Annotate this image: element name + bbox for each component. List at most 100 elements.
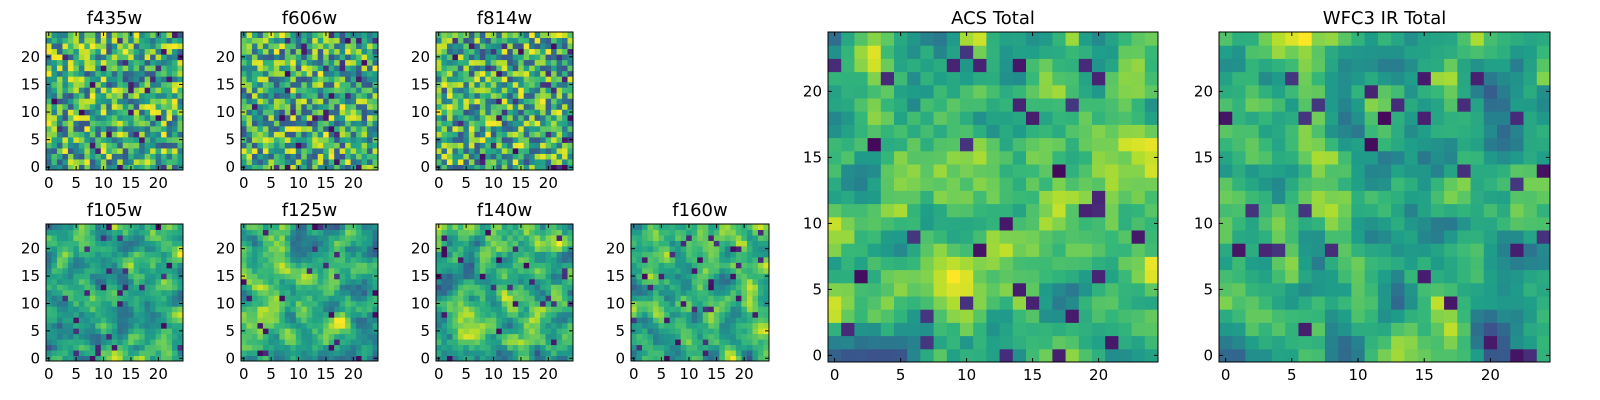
heatmap-cell: [317, 65, 324, 72]
heatmap-cell: [540, 142, 547, 149]
heatmap-cell: [268, 114, 275, 121]
heatmap-cell: [490, 229, 497, 236]
heatmap-cell: [284, 355, 291, 362]
heatmap-cell: [479, 311, 486, 318]
heatmap-cell: [1039, 164, 1053, 178]
heatmap-cell: [122, 256, 129, 263]
heatmap-cell: [867, 309, 882, 323]
heatmap-cell: [334, 65, 341, 72]
heatmap-cell: [312, 350, 319, 357]
heatmap-cell: [62, 300, 69, 307]
heatmap-cell: [658, 229, 665, 236]
heatmap-cell: [262, 251, 269, 258]
heatmap-cell: [117, 43, 124, 50]
heatmap-cell: [474, 256, 481, 263]
heatmap-cell: [529, 164, 536, 171]
heatmap-cell: [89, 333, 96, 340]
heatmap-cell: [1078, 203, 1093, 218]
heatmap-cell: [95, 142, 102, 149]
heatmap-cell: [273, 136, 280, 143]
heatmap-cell: [562, 322, 569, 329]
heatmap-cell: [345, 131, 352, 138]
heatmap-cell: [452, 278, 459, 285]
x-tick-label: 20: [344, 174, 363, 192]
heatmap-cell: [501, 251, 508, 258]
heatmap-cell: [551, 65, 558, 72]
heatmap-cell: [436, 267, 442, 274]
heatmap-cell: [534, 273, 541, 280]
x-tick-label: 15: [511, 365, 530, 383]
heatmap-cell: [1065, 216, 1080, 231]
heatmap-cell: [328, 306, 335, 313]
heatmap-cell: [284, 32, 291, 39]
heatmap-cell: [345, 125, 352, 132]
heatmap-cell: [350, 322, 357, 329]
heatmap-cell: [128, 289, 135, 296]
heatmap-cell: [702, 306, 709, 313]
heatmap-cell: [1078, 164, 1093, 178]
heatmap-cell: [100, 92, 107, 99]
heatmap-cell: [474, 245, 481, 252]
heatmap-cell: [496, 103, 503, 110]
heatmap-cell: [664, 344, 671, 351]
heatmap-cell: [636, 311, 643, 318]
heatmap-cell: [724, 273, 731, 280]
heatmap-cell: [463, 70, 470, 77]
heatmap-cell: [713, 251, 720, 258]
heatmap-cell: [133, 37, 140, 44]
heatmap-cell: [529, 224, 536, 230]
heatmap-cell: [529, 131, 536, 138]
heatmap-cell: [339, 322, 346, 329]
heatmap-cell: [328, 350, 335, 357]
heatmap-cell: [1092, 322, 1106, 337]
heatmap-cell: [763, 306, 770, 313]
heatmap-cell: [284, 350, 291, 357]
heatmap-cell: [468, 114, 475, 121]
y-tick-label: 15: [21, 75, 40, 93]
heatmap-cell: [89, 344, 96, 351]
heatmap-cell: [317, 136, 324, 143]
heatmap-cell: [523, 65, 530, 72]
heatmap-cell: [73, 142, 80, 149]
heatmap-cell: [150, 284, 157, 291]
heatmap-cell: [279, 251, 286, 258]
heatmap-cell: [46, 158, 52, 165]
heatmap-cell: [658, 262, 665, 269]
heatmap-cell: [741, 256, 748, 263]
heatmap-cell: [479, 158, 486, 165]
heatmap-cell: [257, 48, 264, 55]
heatmap-cell: [84, 344, 91, 351]
heatmap-cell: [752, 224, 759, 230]
heatmap-cell: [251, 350, 258, 357]
heatmap-cell: [150, 109, 157, 116]
heatmap-cell: [669, 256, 676, 263]
heatmap-cell: [301, 142, 308, 149]
heatmap-cell: [933, 309, 948, 323]
heatmap-cell: [512, 311, 519, 318]
heatmap-cell: [653, 251, 660, 258]
heatmap-cell: [512, 295, 519, 302]
heatmap-cell: [323, 153, 330, 160]
heatmap-cell: [166, 37, 173, 44]
heatmap-cell: [117, 267, 124, 274]
heatmap-cell: [161, 158, 168, 165]
heatmap-cell: [518, 70, 525, 77]
heatmap-cell: [111, 98, 118, 105]
heatmap-cell: [436, 262, 442, 269]
heatmap-cell: [312, 92, 319, 99]
heatmap-cell: [46, 306, 52, 313]
heatmap-cell: [691, 311, 698, 318]
heatmap-cell: [741, 306, 748, 313]
heatmap-cell: [166, 59, 173, 66]
y-tick-label: 0: [420, 158, 430, 176]
heatmap-cell: [697, 328, 704, 335]
heatmap-cell: [1039, 322, 1053, 337]
heatmap-cell: [117, 328, 124, 335]
heatmap-cell: [436, 306, 442, 313]
heatmap-cell: [463, 131, 470, 138]
heatmap-cell: [155, 328, 162, 335]
heatmap-cell: [241, 70, 247, 77]
heatmap-cell: [1026, 296, 1040, 310]
heatmap-cell: [111, 240, 118, 247]
heatmap-cell: [241, 317, 247, 324]
